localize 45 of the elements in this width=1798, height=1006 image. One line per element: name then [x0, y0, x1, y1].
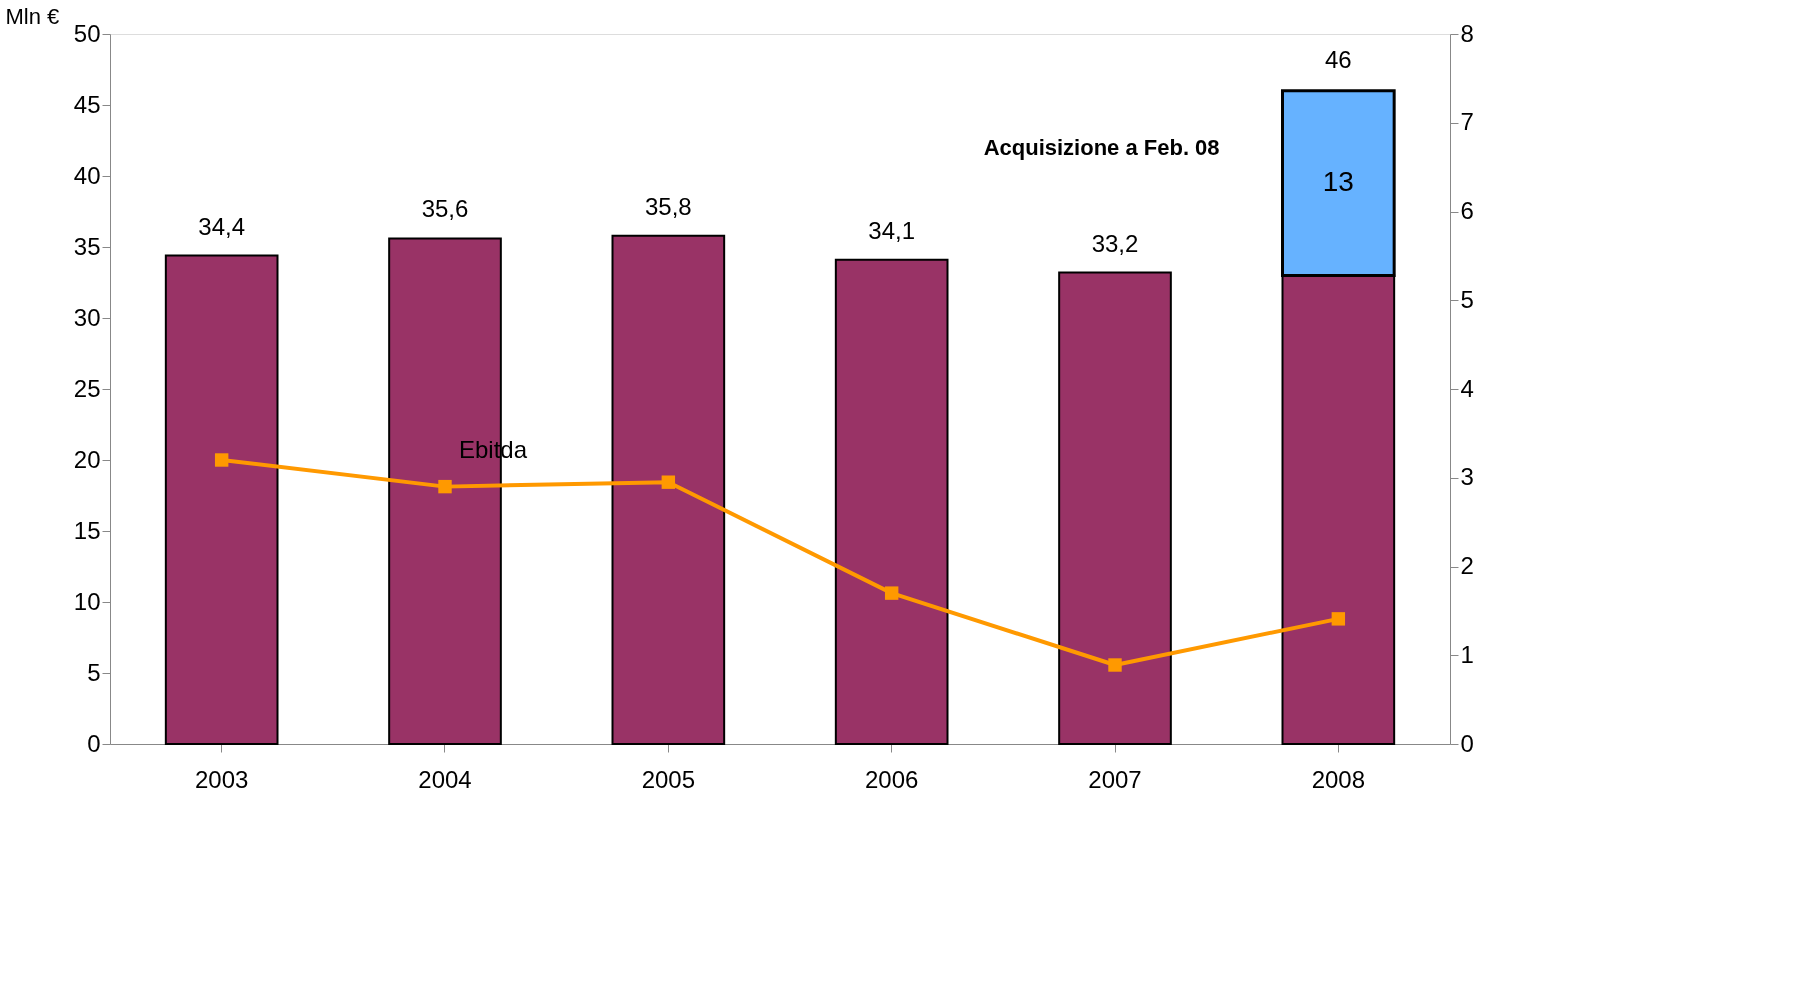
- y2-tick-label: 3: [1460, 463, 1474, 491]
- x-tick-label: 2005: [641, 765, 696, 793]
- y2-tick-label: 7: [1460, 108, 1474, 136]
- data-label: 13: [1322, 166, 1354, 198]
- bar: [164, 254, 279, 745]
- y-tick-label: 10: [73, 587, 101, 615]
- y2-tick-label: 8: [1460, 19, 1474, 47]
- point: [214, 453, 229, 467]
- y-axis-title: Mln €: [5, 3, 60, 29]
- bar: [1058, 271, 1172, 745]
- y-tick-label: 20: [73, 445, 101, 473]
- annotation: Acquisizione a Feb. 08: [983, 134, 1220, 160]
- y2-tick-label: 1: [1460, 640, 1474, 668]
- x-tick-label: 2003: [194, 765, 249, 793]
- y2-tick-label: 0: [1460, 729, 1474, 757]
- y-tick-label: 35: [73, 232, 101, 260]
- y-tick-label: 0: [87, 729, 101, 757]
- y-tick-label: 5: [87, 658, 101, 686]
- data-label: 34,4: [198, 212, 246, 240]
- y-tick-label: 50: [73, 19, 101, 47]
- total-label: 46: [1324, 45, 1352, 73]
- point: [1108, 658, 1122, 672]
- y2-tick-label: 4: [1460, 374, 1474, 402]
- point: [661, 475, 676, 489]
- y-tick-label: 25: [73, 374, 101, 402]
- y2-tick-label: 5: [1460, 285, 1474, 313]
- data-label: 34,1: [868, 216, 916, 244]
- x-tick-label: 2006: [864, 765, 919, 793]
- x-tick-label: 2008: [1311, 765, 1366, 793]
- point: [1331, 612, 1346, 626]
- y-tick-label: 45: [73, 90, 101, 118]
- bar: [611, 234, 726, 745]
- bar: [834, 258, 949, 745]
- data-label: 35,6: [421, 195, 469, 223]
- y-tick-label: 30: [73, 303, 101, 331]
- y2-tick-label: 6: [1460, 197, 1474, 224]
- data-label: 33,2: [1091, 229, 1139, 257]
- point: [438, 479, 452, 494]
- data-label: 35,8: [644, 192, 692, 220]
- y-tick-label: 15: [73, 516, 101, 544]
- y2-tick-label: 2: [1460, 552, 1474, 579]
- x-tick-label: 2004: [418, 765, 472, 793]
- x-tick-label: 2007: [1088, 765, 1142, 793]
- point: [884, 586, 899, 600]
- y-tick-label: 40: [73, 161, 101, 189]
